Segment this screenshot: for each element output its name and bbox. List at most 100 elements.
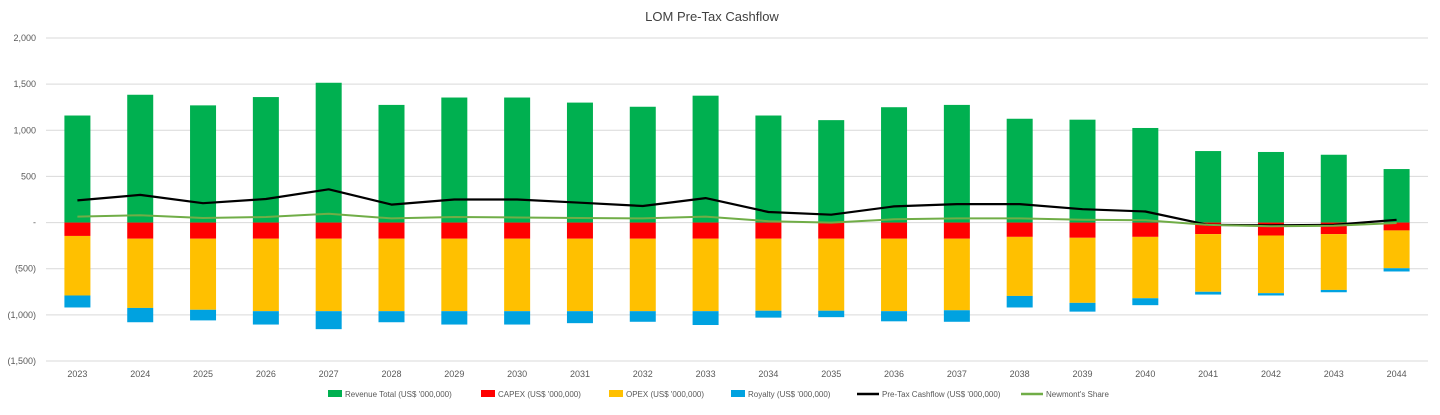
legend-swatch <box>481 390 495 397</box>
bar-segment <box>378 238 405 312</box>
bar-segment <box>1257 151 1284 223</box>
bar-segment <box>504 97 531 223</box>
x-tick-label: 2043 <box>1324 369 1344 379</box>
bar-segment <box>881 238 908 312</box>
bar-segment <box>943 104 970 223</box>
bar-segment <box>252 97 279 223</box>
bar-segment <box>566 222 593 239</box>
x-tick-label: 2031 <box>570 369 590 379</box>
bar-segment <box>755 238 782 311</box>
bar-segment <box>692 311 719 326</box>
bar-segment <box>1257 235 1284 294</box>
bar-segment <box>755 222 782 239</box>
bar-segment <box>1069 237 1096 303</box>
bar-segment <box>441 311 468 325</box>
bar-segment <box>190 238 217 310</box>
x-tick-label: 2037 <box>947 369 967 379</box>
legend-label: Revenue Total (US$ '000,000) <box>345 390 452 399</box>
x-tick-label: 2035 <box>821 369 841 379</box>
y-tick-label: - <box>33 218 36 228</box>
bar-segment <box>315 82 342 223</box>
bar-segment <box>441 238 468 312</box>
bar-segment <box>1006 222 1033 237</box>
bar-segment <box>441 222 468 239</box>
bar-segment <box>378 222 405 239</box>
legend-label: Newmont's Share <box>1046 390 1109 399</box>
bar-segment <box>315 222 342 239</box>
chart-title: LOM Pre-Tax Cashflow <box>645 9 779 24</box>
bar-segment <box>504 311 531 325</box>
y-tick-label: (1,500) <box>7 356 36 366</box>
bar-segment <box>127 222 154 239</box>
bar-segment <box>1383 169 1410 223</box>
lines <box>77 188 1397 228</box>
bar-segment <box>441 97 468 223</box>
x-tick-label: 2039 <box>1072 369 1092 379</box>
bar-segment <box>881 107 908 223</box>
legend-swatch <box>609 390 623 397</box>
bar-segment <box>629 222 656 239</box>
y-tick-label: 500 <box>21 171 36 181</box>
x-tick-label: 2028 <box>381 369 401 379</box>
x-tick-label: 2026 <box>256 369 276 379</box>
bar-segment <box>64 222 91 236</box>
bar-segment <box>692 95 719 223</box>
bar-segment <box>818 120 845 223</box>
x-axis-labels: 2023 2024 2025 2026 2027 2028 2029 2030 2031 2032… <box>67 369 1406 379</box>
bar-segment <box>1132 127 1159 223</box>
bar-segment <box>378 311 405 323</box>
bar-segment <box>818 238 845 311</box>
bar-segment <box>755 115 782 223</box>
bar-segment <box>1320 222 1347 235</box>
bar-segment <box>504 238 531 312</box>
bar-segment <box>190 105 217 223</box>
bar-segment <box>1320 234 1347 290</box>
x-tick-label: 2038 <box>1010 369 1030 379</box>
bar-segment <box>1006 118 1033 223</box>
legend: Revenue Total (US$ '000,000) CAPEX (US$ '… <box>328 390 1109 399</box>
x-tick-label: 2040 <box>1135 369 1155 379</box>
bar-segment <box>252 238 279 312</box>
bar-segment <box>1257 293 1284 296</box>
bar-segment <box>64 115 91 223</box>
bar-segment <box>629 238 656 312</box>
bar-segment <box>943 238 970 311</box>
bar-segment <box>692 238 719 312</box>
x-tick-label: 2033 <box>696 369 716 379</box>
bar-segment <box>127 238 154 308</box>
x-tick-label: 2034 <box>758 369 778 379</box>
legend-swatch <box>731 390 745 397</box>
newmont-share-line <box>77 212 1397 228</box>
y-tick-label: (1,000) <box>7 310 36 320</box>
bar-segment <box>1132 298 1159 306</box>
bar-segment <box>1195 151 1222 223</box>
bar-segment <box>818 222 845 239</box>
bar-segment <box>881 311 908 322</box>
x-tick-label: 2029 <box>444 369 464 379</box>
bar-segment <box>127 94 154 223</box>
bar-segment <box>755 310 782 318</box>
bar-segment <box>315 311 342 330</box>
y-tick-label: (500) <box>15 264 36 274</box>
x-tick-label: 2024 <box>130 369 150 379</box>
bar-segment <box>190 309 217 321</box>
bar-segment <box>629 106 656 223</box>
bar-segment <box>252 222 279 239</box>
bar-segment <box>881 222 908 239</box>
legend-label: Royalty (US$ '000,000) <box>748 390 831 399</box>
y-axis-labels: 2,000 1,500 1,000 500 - (500) (1,000) (1,500) <box>7 33 36 366</box>
bar-segment <box>252 311 279 325</box>
x-tick-label: 2044 <box>1387 369 1407 379</box>
x-tick-label: 2042 <box>1261 369 1281 379</box>
bar-segment <box>1320 154 1347 223</box>
bar-segment <box>1069 222 1096 238</box>
bar-segment <box>943 222 970 239</box>
x-tick-label: 2025 <box>193 369 213 379</box>
x-tick-label: 2023 <box>67 369 87 379</box>
x-tick-label: 2041 <box>1198 369 1218 379</box>
bar-segment <box>566 238 593 312</box>
bar-segment <box>127 307 154 323</box>
bar-segment <box>1195 234 1222 292</box>
bar-segment <box>64 295 91 308</box>
